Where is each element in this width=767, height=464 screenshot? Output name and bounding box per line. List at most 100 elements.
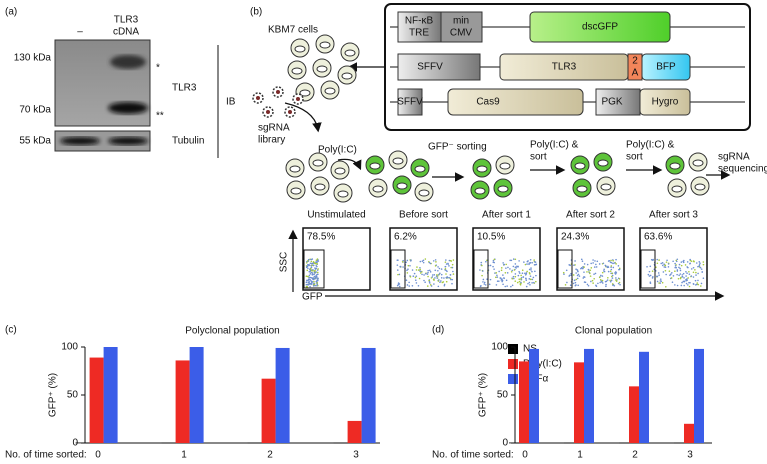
element-label: NF-κB	[405, 16, 434, 27]
y-tick-label: 100	[491, 342, 508, 353]
flow-event	[528, 268, 531, 271]
flow-event	[569, 284, 572, 287]
flow-event	[591, 279, 594, 282]
flow-event	[500, 269, 503, 272]
nucleus	[574, 162, 586, 170]
flow-event	[505, 279, 508, 282]
flow-event	[676, 258, 679, 261]
flow-event	[447, 263, 450, 265]
y-axis-label: GFP⁺ (%)	[478, 373, 489, 417]
flow-event	[500, 267, 503, 269]
flow-event	[316, 263, 318, 265]
flow-event	[310, 260, 313, 263]
flow-event	[592, 259, 594, 261]
flow-event	[665, 261, 668, 263]
flow-event	[562, 271, 565, 274]
flow-event	[311, 280, 313, 283]
flow-event	[498, 280, 500, 282]
flow-event	[492, 259, 495, 262]
flow-event	[528, 278, 531, 280]
element-label: TLR3	[552, 62, 577, 73]
flow-event	[419, 260, 422, 263]
nucleus	[600, 183, 612, 191]
flow-event	[660, 262, 663, 265]
flow-event	[423, 274, 425, 276]
flow-event	[695, 274, 697, 276]
flow-event	[575, 268, 577, 271]
bar	[674, 442, 684, 444]
flow-event	[676, 270, 679, 272]
flow-event	[521, 269, 524, 271]
flow-event	[590, 262, 592, 265]
flow-event	[397, 273, 399, 276]
flow-event	[440, 273, 443, 276]
flow-event	[436, 274, 438, 276]
flow-event	[308, 282, 311, 285]
flow-event	[612, 259, 615, 262]
flow-event	[694, 279, 697, 282]
flow-event	[646, 265, 648, 268]
flow-event	[442, 281, 445, 283]
flow-event	[663, 263, 665, 265]
flow-event	[397, 259, 399, 261]
flow-event	[593, 277, 595, 280]
flow-event	[593, 273, 595, 275]
x-tick-label: 1	[181, 450, 187, 461]
flow-event	[482, 278, 485, 281]
flow-event	[449, 259, 452, 262]
flow-event	[676, 269, 679, 271]
flow-event	[690, 268, 693, 270]
flow-event	[437, 274, 440, 276]
flow-event	[313, 261, 315, 264]
flow-event	[434, 265, 437, 267]
flow-event	[518, 278, 521, 281]
flow-event	[424, 272, 427, 275]
nucleus	[392, 157, 404, 165]
flow-event	[686, 266, 688, 268]
flow-event	[593, 266, 596, 268]
flow-event	[514, 266, 517, 269]
flow-event	[310, 269, 313, 271]
x-tick-label: 3	[353, 450, 359, 461]
flow-event	[503, 277, 505, 279]
flow-event	[683, 280, 686, 283]
flow-event	[429, 284, 432, 286]
flow-event	[699, 266, 702, 269]
flow-event	[451, 266, 454, 269]
element-label: BFP	[656, 62, 676, 73]
panel-label: (a)	[5, 7, 17, 18]
flow-event	[429, 262, 432, 265]
flow-event	[595, 263, 597, 266]
flow-event	[443, 283, 446, 286]
flow-event	[600, 274, 602, 277]
flow-event	[308, 264, 311, 267]
flow-event	[583, 263, 586, 265]
flow-event	[692, 276, 695, 278]
flow-event	[406, 269, 408, 272]
nucleus	[694, 183, 706, 191]
flow-event	[575, 284, 577, 286]
x-tick-label: 1	[577, 450, 583, 461]
flow-event	[309, 262, 312, 265]
flow-event	[424, 258, 427, 260]
flow-event	[415, 282, 418, 284]
flow-event	[530, 269, 532, 271]
flow-event	[315, 261, 317, 263]
flow-event	[407, 268, 409, 271]
nucleus	[291, 67, 303, 75]
flow-event	[671, 272, 673, 274]
flow-event	[670, 277, 673, 279]
flow-event	[649, 282, 652, 285]
flow-event	[605, 285, 607, 288]
flow-event	[505, 263, 507, 266]
flow-event	[447, 276, 449, 279]
flow-event	[702, 277, 705, 280]
flow-event	[612, 266, 615, 269]
flow-event	[495, 272, 498, 274]
flow-event	[435, 275, 438, 277]
flow-event	[452, 273, 455, 275]
flow-event	[603, 270, 605, 272]
flow-event	[606, 266, 609, 269]
x-tick-label: 0	[95, 450, 101, 461]
flow-event	[679, 269, 682, 272]
